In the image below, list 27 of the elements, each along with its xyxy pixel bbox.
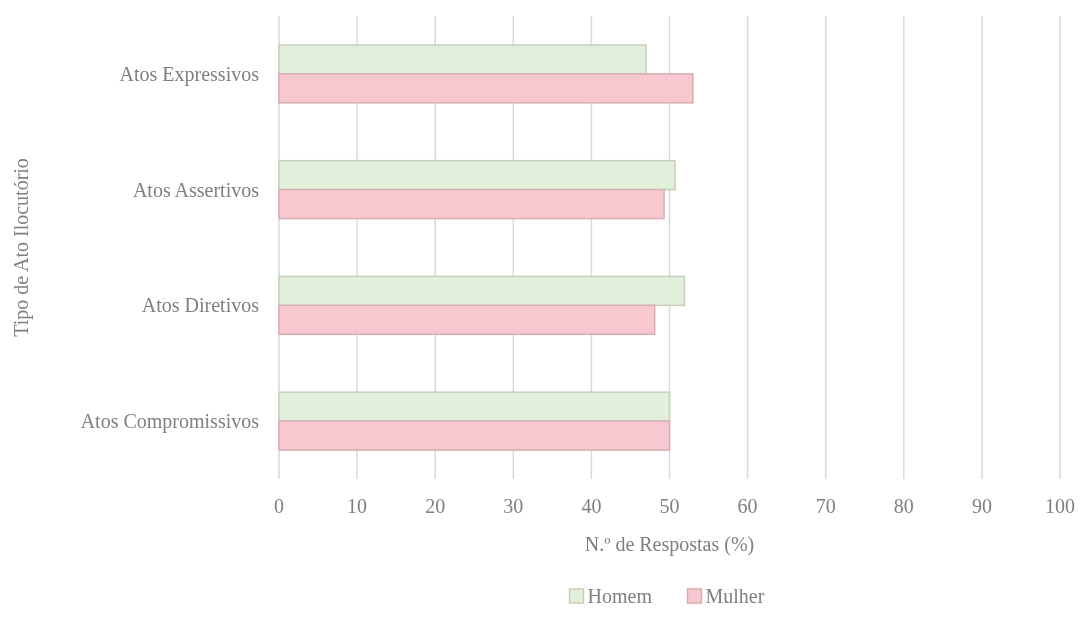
x-tick-label: 80 [893,495,914,517]
x-tick-label: 90 [971,495,992,517]
x-tick-label: 60 [737,495,758,517]
x-axis-title: N.º de Respostas (%) [584,533,755,556]
legend-label: Homem [587,585,653,607]
x-tick-label: 10 [347,495,368,517]
bar [278,159,676,191]
bar [278,44,647,75]
x-tick-label: 20 [425,495,446,517]
bar [278,391,671,422]
bar [278,188,665,220]
y-tick-label: Atos Diretivos [141,294,260,317]
x-tick-label: 30 [503,495,524,517]
y-axis-title: Tipo de Ato Ilocutório [10,158,33,337]
bar [278,275,686,307]
x-tick-label: 0 [274,495,284,517]
legend-label: Mulher [705,585,765,607]
x-tick-label: 50 [659,495,680,517]
y-tick-label: Atos Compromissivos [80,410,260,434]
x-tick-label: 70 [815,495,836,517]
y-tick-label: Atos Assertivos [132,178,260,201]
bar [278,73,694,104]
y-tick-label: Atos Expressivos [119,62,260,86]
bar [278,304,656,336]
x-tick-label: 40 [581,495,602,517]
bar [278,420,671,451]
x-tick-label: 100 [1045,495,1075,517]
